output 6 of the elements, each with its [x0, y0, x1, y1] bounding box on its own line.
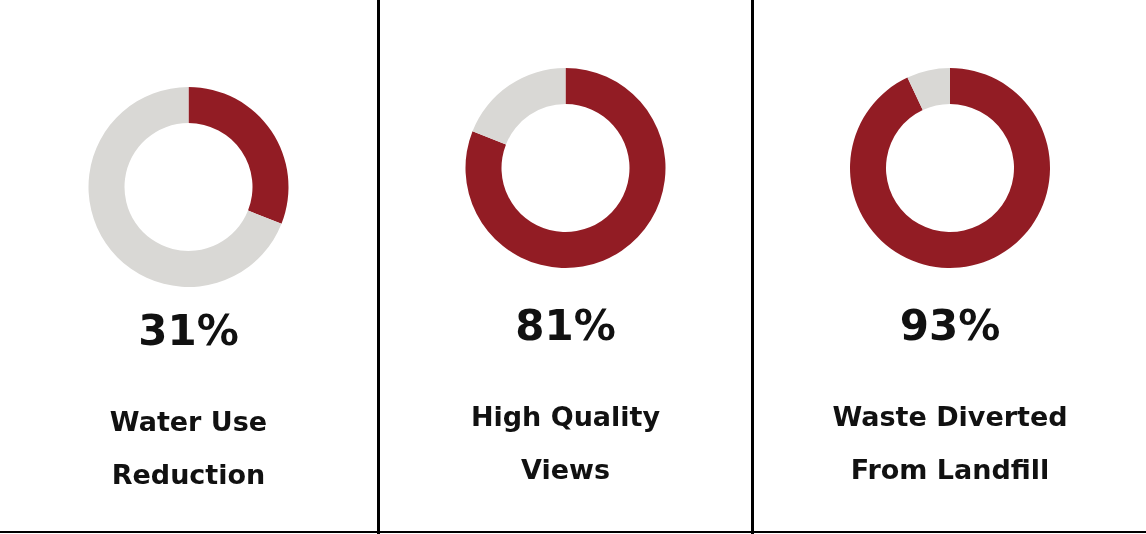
- text: 81%: [515, 300, 616, 350]
- text: 31%: [138, 305, 239, 355]
- text: Water Use Reduction: [109, 406, 268, 490]
- text: High Quality Views: [470, 401, 661, 485]
- text: Waste Diverted From Landfill: [832, 401, 1068, 485]
- text: 93%: [899, 300, 1001, 350]
